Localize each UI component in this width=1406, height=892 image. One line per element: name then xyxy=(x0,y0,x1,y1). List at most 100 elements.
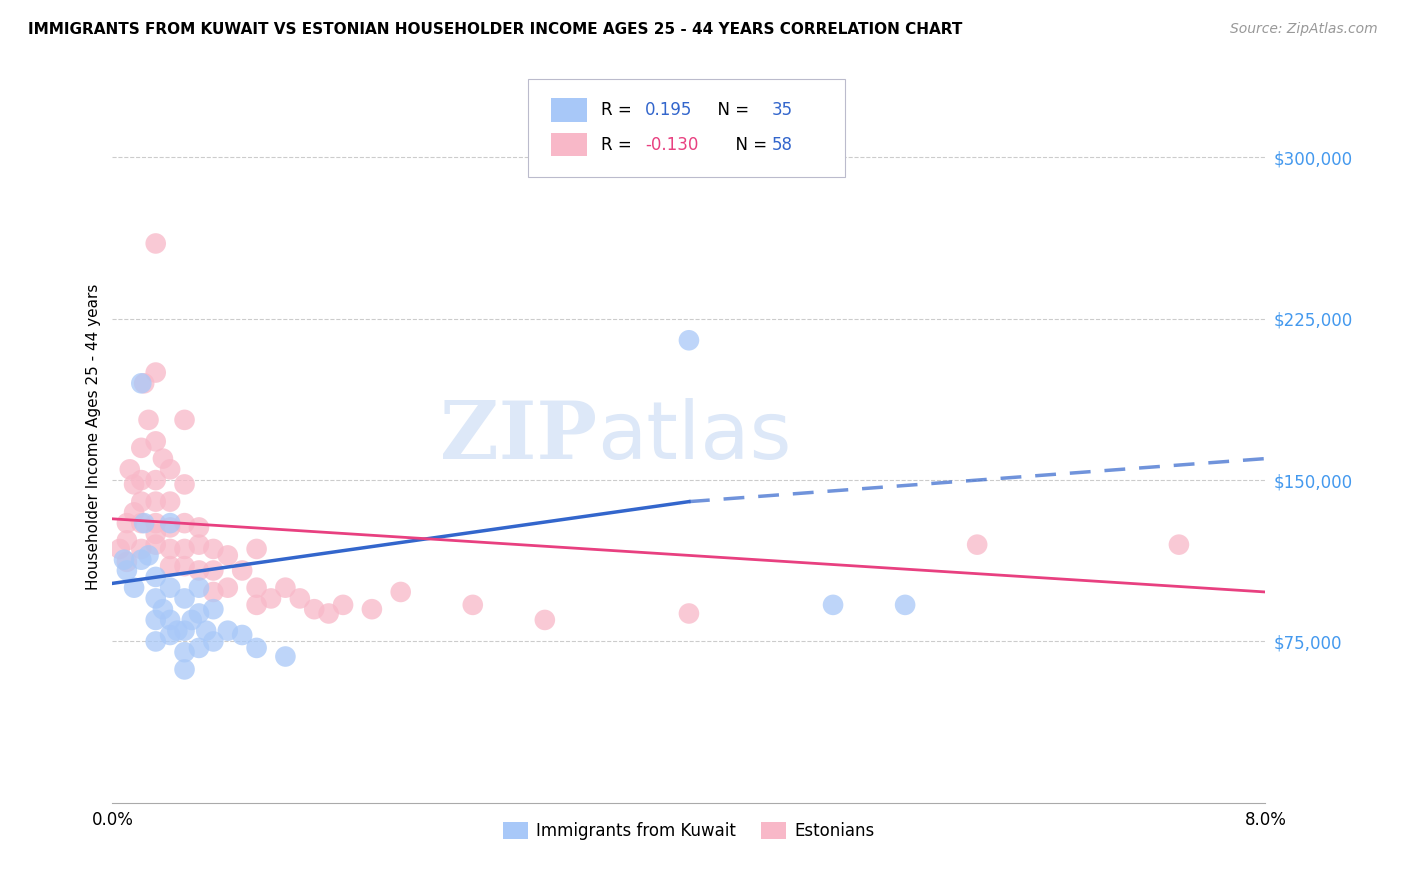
FancyBboxPatch shape xyxy=(551,133,588,156)
Point xyxy=(159,628,181,642)
Point xyxy=(202,585,225,599)
FancyBboxPatch shape xyxy=(551,98,588,122)
Point xyxy=(188,520,211,534)
Point xyxy=(145,494,167,508)
Point xyxy=(145,434,167,449)
Point xyxy=(173,645,195,659)
Text: N =: N = xyxy=(724,136,772,153)
Point xyxy=(202,541,225,556)
Point xyxy=(145,538,167,552)
Point xyxy=(188,640,211,655)
Text: Source: ZipAtlas.com: Source: ZipAtlas.com xyxy=(1230,22,1378,37)
Point xyxy=(188,581,211,595)
Point xyxy=(145,366,167,380)
Point xyxy=(1167,538,1189,552)
Point xyxy=(246,581,269,595)
Point xyxy=(173,541,195,556)
Point xyxy=(159,516,181,530)
Point xyxy=(129,552,153,566)
Point xyxy=(173,559,195,574)
Point xyxy=(129,473,153,487)
Text: 35: 35 xyxy=(772,101,793,120)
Point xyxy=(202,634,225,648)
Y-axis label: Householder Income Ages 25 - 44 years: Householder Income Ages 25 - 44 years xyxy=(86,284,101,591)
Text: 0.195: 0.195 xyxy=(645,101,693,120)
Point xyxy=(217,581,239,595)
Point xyxy=(145,570,167,584)
Legend: Immigrants from Kuwait, Estonians: Immigrants from Kuwait, Estonians xyxy=(496,815,882,847)
Point xyxy=(134,516,156,530)
Point xyxy=(389,585,412,599)
Point xyxy=(678,333,700,347)
Point xyxy=(360,602,382,616)
Point xyxy=(129,516,153,530)
Point xyxy=(894,598,917,612)
Point xyxy=(173,662,195,676)
Text: -0.130: -0.130 xyxy=(645,136,699,153)
Point xyxy=(159,559,181,574)
Point xyxy=(108,541,131,556)
Point xyxy=(231,564,253,578)
Point xyxy=(173,624,195,638)
Point xyxy=(173,516,195,530)
Point xyxy=(145,516,167,530)
Point xyxy=(118,462,141,476)
Point xyxy=(159,494,181,508)
Point xyxy=(152,451,174,466)
Point xyxy=(217,624,239,638)
Point xyxy=(145,527,167,541)
Point xyxy=(231,628,253,642)
Point xyxy=(159,541,181,556)
Point xyxy=(129,441,153,455)
Text: N =: N = xyxy=(707,101,755,120)
Point xyxy=(246,541,269,556)
FancyBboxPatch shape xyxy=(527,78,845,178)
Point xyxy=(159,613,181,627)
Point xyxy=(145,613,167,627)
Point xyxy=(966,538,988,552)
Point xyxy=(166,624,188,638)
Point xyxy=(173,413,195,427)
Point xyxy=(145,591,167,606)
Point xyxy=(274,581,297,595)
Point xyxy=(138,549,160,563)
Text: 58: 58 xyxy=(772,136,793,153)
Point xyxy=(159,462,181,476)
Point xyxy=(461,598,484,612)
Text: R =: R = xyxy=(602,136,637,153)
Point xyxy=(217,549,239,563)
Text: atlas: atlas xyxy=(596,398,792,476)
Point xyxy=(304,602,326,616)
Point xyxy=(188,538,211,552)
Text: ZIP: ZIP xyxy=(440,398,596,476)
Point xyxy=(159,520,181,534)
Point xyxy=(173,591,195,606)
Point xyxy=(129,494,153,508)
Point xyxy=(134,376,156,391)
Point xyxy=(821,598,844,612)
Point xyxy=(180,613,202,627)
Point xyxy=(115,555,138,569)
Point xyxy=(260,591,283,606)
Point xyxy=(533,613,555,627)
Point xyxy=(188,607,211,621)
Point xyxy=(202,564,225,578)
Point xyxy=(188,564,211,578)
Point xyxy=(115,564,138,578)
Text: R =: R = xyxy=(602,101,637,120)
Point xyxy=(145,473,167,487)
Point xyxy=(246,640,269,655)
Point xyxy=(129,376,153,391)
Text: IMMIGRANTS FROM KUWAIT VS ESTONIAN HOUSEHOLDER INCOME AGES 25 - 44 YEARS CORRELA: IMMIGRANTS FROM KUWAIT VS ESTONIAN HOUSE… xyxy=(28,22,963,37)
Point xyxy=(678,607,700,621)
Point xyxy=(115,516,138,530)
Point xyxy=(145,634,167,648)
Point xyxy=(246,598,269,612)
Point xyxy=(138,413,160,427)
Point xyxy=(332,598,354,612)
Point xyxy=(152,602,174,616)
Point xyxy=(202,602,225,616)
Point xyxy=(129,541,153,556)
Point xyxy=(122,505,145,519)
Point xyxy=(318,607,340,621)
